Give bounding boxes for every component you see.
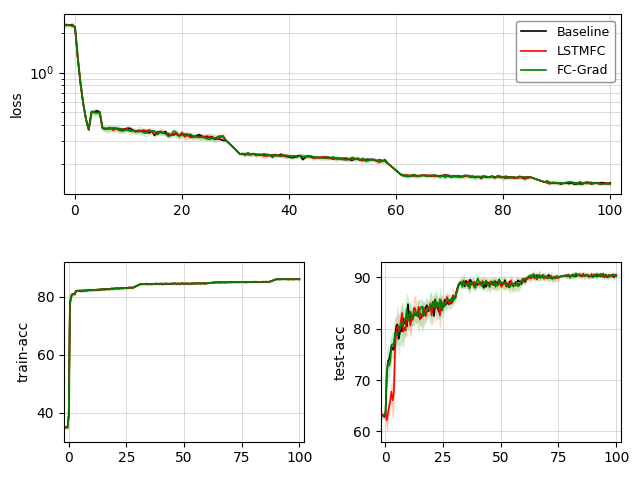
LSTMFC xyxy=(85,127,93,132)
FC-Grad xyxy=(63,22,70,27)
Baseline xyxy=(571,181,579,187)
Baseline xyxy=(559,180,567,186)
FC-Grad xyxy=(209,135,216,141)
Baseline xyxy=(60,21,68,27)
LSTMFC xyxy=(582,180,589,186)
Line: FC-Grad: FC-Grad xyxy=(64,24,610,184)
Baseline xyxy=(93,108,100,114)
LSTMFC xyxy=(598,181,605,187)
Baseline xyxy=(582,180,589,185)
Line: Baseline: Baseline xyxy=(64,24,610,184)
Line: LSTMFC: LSTMFC xyxy=(64,25,610,184)
Y-axis label: train-acc: train-acc xyxy=(17,321,31,383)
LSTMFC xyxy=(563,180,570,185)
FC-Grad xyxy=(606,181,614,187)
LSTMFC xyxy=(96,109,104,115)
Y-axis label: loss: loss xyxy=(10,91,24,118)
Baseline xyxy=(205,134,213,140)
Baseline xyxy=(162,129,170,134)
FC-Grad xyxy=(60,22,68,28)
FC-Grad xyxy=(582,180,589,186)
FC-Grad xyxy=(563,180,570,186)
Baseline xyxy=(606,180,614,186)
LSTMFC xyxy=(606,181,614,187)
LSTMFC xyxy=(60,23,68,28)
LSTMFC xyxy=(209,135,216,141)
FC-Grad xyxy=(85,127,93,132)
LSTMFC xyxy=(63,22,70,28)
Baseline xyxy=(82,116,90,122)
FC-Grad xyxy=(164,134,172,140)
FC-Grad xyxy=(96,109,104,115)
Legend: Baseline, LSTMFC, FC-Grad: Baseline, LSTMFC, FC-Grad xyxy=(516,21,614,82)
LSTMFC xyxy=(164,131,172,136)
Y-axis label: test-acc: test-acc xyxy=(334,324,348,380)
